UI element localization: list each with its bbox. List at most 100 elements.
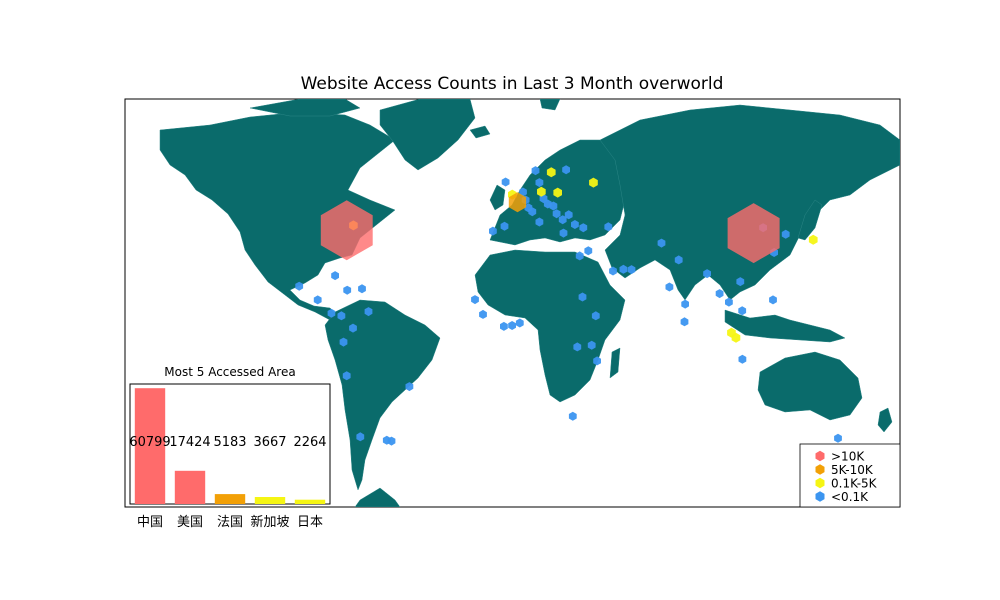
access-marker-hex bbox=[674, 255, 683, 265]
access-marker-hex bbox=[535, 178, 544, 188]
access-marker-hex bbox=[579, 223, 588, 233]
access-marker-hex bbox=[339, 337, 348, 347]
legend-label-0: >10K bbox=[831, 450, 865, 464]
access-marker-hex bbox=[387, 436, 396, 446]
access-marker-hex bbox=[808, 234, 818, 245]
bar-category-label: 法国 bbox=[217, 515, 243, 530]
access-marker-hex bbox=[681, 299, 689, 309]
japan-landmass bbox=[797, 199, 823, 241]
south-america-landmass bbox=[324, 299, 441, 491]
bar-value-label: 2264 bbox=[293, 435, 326, 450]
access-marker-hex bbox=[327, 308, 336, 318]
access-marker-hex bbox=[537, 186, 546, 197]
access-marker-hex bbox=[531, 166, 540, 176]
bar-category-label: 美国 bbox=[177, 515, 203, 530]
access-marker-hex bbox=[573, 342, 582, 352]
legend-marker-3 bbox=[815, 491, 825, 502]
bar-3 bbox=[254, 497, 286, 504]
new-zealand-landmass bbox=[877, 407, 893, 433]
svalbard-landmass bbox=[539, 99, 561, 111]
access-marker-hex bbox=[738, 354, 747, 364]
access-marker-hex bbox=[769, 295, 777, 305]
legend-label-3: <0.1K bbox=[831, 490, 869, 504]
bar-category-label: 新加坡 bbox=[250, 514, 289, 530]
access-marker-hex bbox=[725, 297, 733, 307]
madagascar-landmass bbox=[609, 347, 621, 379]
bar-0 bbox=[134, 388, 166, 504]
southeast-asia-islands-landmass bbox=[724, 309, 846, 343]
access-marker-hex bbox=[343, 285, 352, 295]
access-marker-hex bbox=[349, 323, 357, 333]
access-marker-hex bbox=[331, 271, 339, 281]
bar-value-label: 60799 bbox=[129, 435, 170, 450]
bar-value-label: 3667 bbox=[253, 435, 286, 450]
access-marker-hex bbox=[559, 228, 568, 238]
access-marker-hex bbox=[320, 200, 373, 261]
access-marker-hex bbox=[508, 321, 516, 330]
access-marker-hex bbox=[609, 266, 617, 276]
asia-landmass bbox=[599, 104, 900, 301]
africa-landmass bbox=[474, 249, 626, 403]
access-marker-hex bbox=[703, 269, 711, 279]
access-marker-hex bbox=[834, 433, 842, 443]
access-marker-hex bbox=[591, 311, 600, 321]
map-area bbox=[124, 98, 901, 508]
access-marker-hex bbox=[508, 192, 527, 213]
access-marker-hex bbox=[337, 311, 346, 321]
access-marker-hex bbox=[680, 317, 689, 327]
legend-label-1: 5K-10K bbox=[831, 463, 874, 477]
access-marker-hex bbox=[627, 265, 636, 275]
iceland-landmass bbox=[469, 125, 491, 139]
access-marker-hex bbox=[575, 251, 584, 261]
access-marker-hex bbox=[519, 187, 527, 197]
arctic-islands-landmass bbox=[249, 99, 361, 117]
access-marker-hex bbox=[593, 356, 601, 366]
access-marker-hex bbox=[358, 284, 366, 294]
access-marker-hex bbox=[489, 226, 497, 236]
access-marker-hex bbox=[553, 187, 562, 198]
access-marker-hex bbox=[479, 309, 487, 319]
access-markers bbox=[295, 165, 893, 464]
access-marker-hex bbox=[578, 292, 587, 302]
access-marker-hex bbox=[727, 203, 780, 264]
legend-marker-0 bbox=[815, 450, 825, 462]
legend-label-2: 0.1K-5K bbox=[831, 477, 878, 491]
bar-value-label: 17424 bbox=[169, 435, 210, 450]
access-marker-hex bbox=[471, 295, 479, 305]
access-marker-hex bbox=[405, 382, 414, 392]
access-marker-hex bbox=[313, 295, 322, 305]
bar-value-label: 5183 bbox=[213, 435, 246, 450]
access-marker-hex bbox=[524, 203, 533, 213]
australia-landmass bbox=[757, 351, 863, 421]
access-marker-hex bbox=[535, 217, 544, 227]
inset-chart-title: Most 5 Accessed Area bbox=[164, 365, 295, 379]
bar-4 bbox=[294, 499, 326, 504]
bar-category-label: 日本 bbox=[297, 515, 323, 530]
legend-marker-1 bbox=[815, 464, 825, 475]
access-marker-hex bbox=[564, 210, 573, 220]
access-marker-hex bbox=[604, 222, 613, 232]
access-marker-hex bbox=[546, 167, 556, 178]
access-marker-hex bbox=[549, 201, 558, 211]
antarctica-landmass bbox=[354, 487, 401, 507]
access-marker-hex bbox=[727, 327, 736, 338]
access-marker-hex bbox=[562, 165, 570, 175]
access-marker-hex bbox=[364, 307, 373, 317]
access-marker-hex bbox=[501, 177, 510, 187]
north-america-landmass bbox=[159, 111, 396, 321]
access-marker-hex bbox=[500, 221, 509, 231]
access-marker-hex bbox=[295, 281, 304, 291]
legend-marker-2 bbox=[815, 477, 825, 489]
access-marker-hex bbox=[558, 215, 567, 225]
bar-1 bbox=[174, 470, 206, 504]
access-marker-hex bbox=[500, 321, 508, 331]
access-marker-hex bbox=[619, 264, 628, 274]
bar-2 bbox=[214, 494, 246, 504]
access-marker-hex bbox=[552, 209, 561, 219]
access-marker-hex bbox=[584, 246, 593, 256]
bar-category-label: 中国 bbox=[137, 515, 163, 530]
land-masses bbox=[159, 99, 900, 507]
uk-landmass bbox=[489, 184, 506, 211]
access-marker-hex bbox=[736, 277, 745, 287]
access-marker-hex bbox=[515, 318, 524, 328]
